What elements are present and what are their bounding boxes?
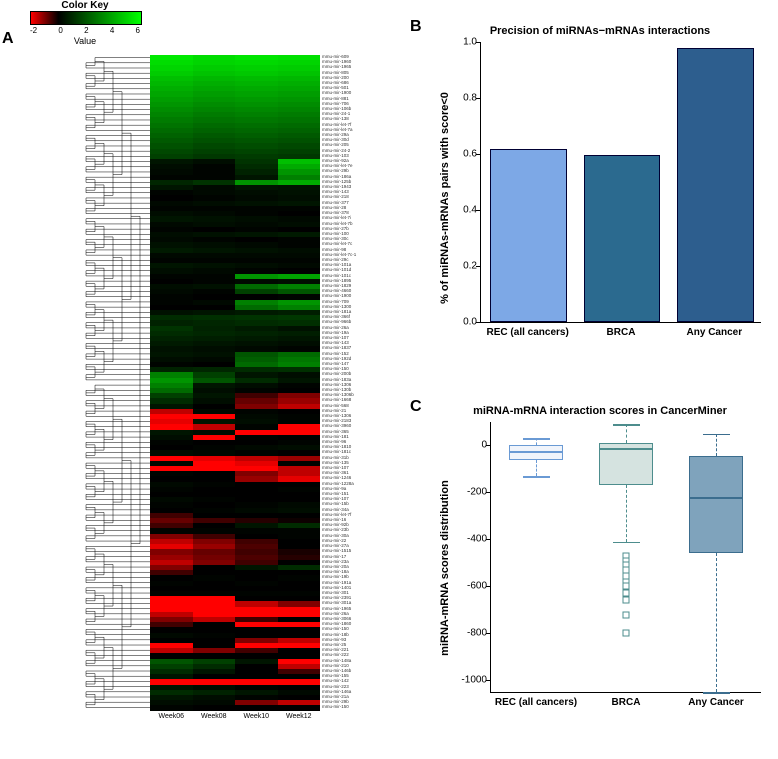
barchart-title: Precision of miRNAs−mRNAs interactions — [430, 25, 770, 37]
color-key: Color Key -20246 Value — [30, 0, 140, 55]
color-key-label: Value — [30, 36, 140, 46]
heatmap-row-labels: mmu-mir-609mmu-mir-1960mmu-mir-1965mmu-m… — [322, 55, 402, 710]
barchart-ylabel: % of miRNAs-mRNAs pairs with score<0 — [439, 48, 451, 348]
box — [689, 456, 743, 553]
row-dendrogram — [10, 55, 150, 710]
panel-a-heatmap: Color Key -20246 Value mmu-mir-609mmu-mi… — [0, 0, 400, 740]
heatmap-zone: mmu-mir-609mmu-mir-1960mmu-mir-1965mmu-m… — [10, 55, 400, 735]
boxplot-title: miRNA-mRNA interaction scores in CancerM… — [430, 405, 770, 417]
panel-label-b: B — [410, 18, 422, 36]
heatmap-grid — [150, 55, 320, 710]
color-key-gradient — [30, 11, 142, 25]
color-key-title: Color Key — [30, 0, 140, 11]
panel-c-boxplot: miRNA-mRNA interaction scores in CancerM… — [430, 405, 770, 750]
bar — [584, 155, 661, 322]
color-key-ticks: -20246 — [30, 26, 140, 35]
heatmap-col-labels: Week06Week08Week10Week12 — [150, 713, 320, 720]
panel-b-barchart: Precision of miRNAs−mRNAs interactions %… — [430, 25, 770, 385]
barchart-plot-area: 0.00.20.40.60.81.0REC (all cancers)BRCAA… — [480, 42, 761, 323]
bar — [490, 149, 567, 322]
boxplot-plot-area: 0-200-400-600-800-1000REC (all cancers)B… — [490, 422, 761, 693]
bar — [677, 48, 754, 322]
panel-label-c: C — [410, 398, 422, 416]
boxplot-ylabel: miRNA-mRNA scores distribution — [439, 418, 451, 718]
